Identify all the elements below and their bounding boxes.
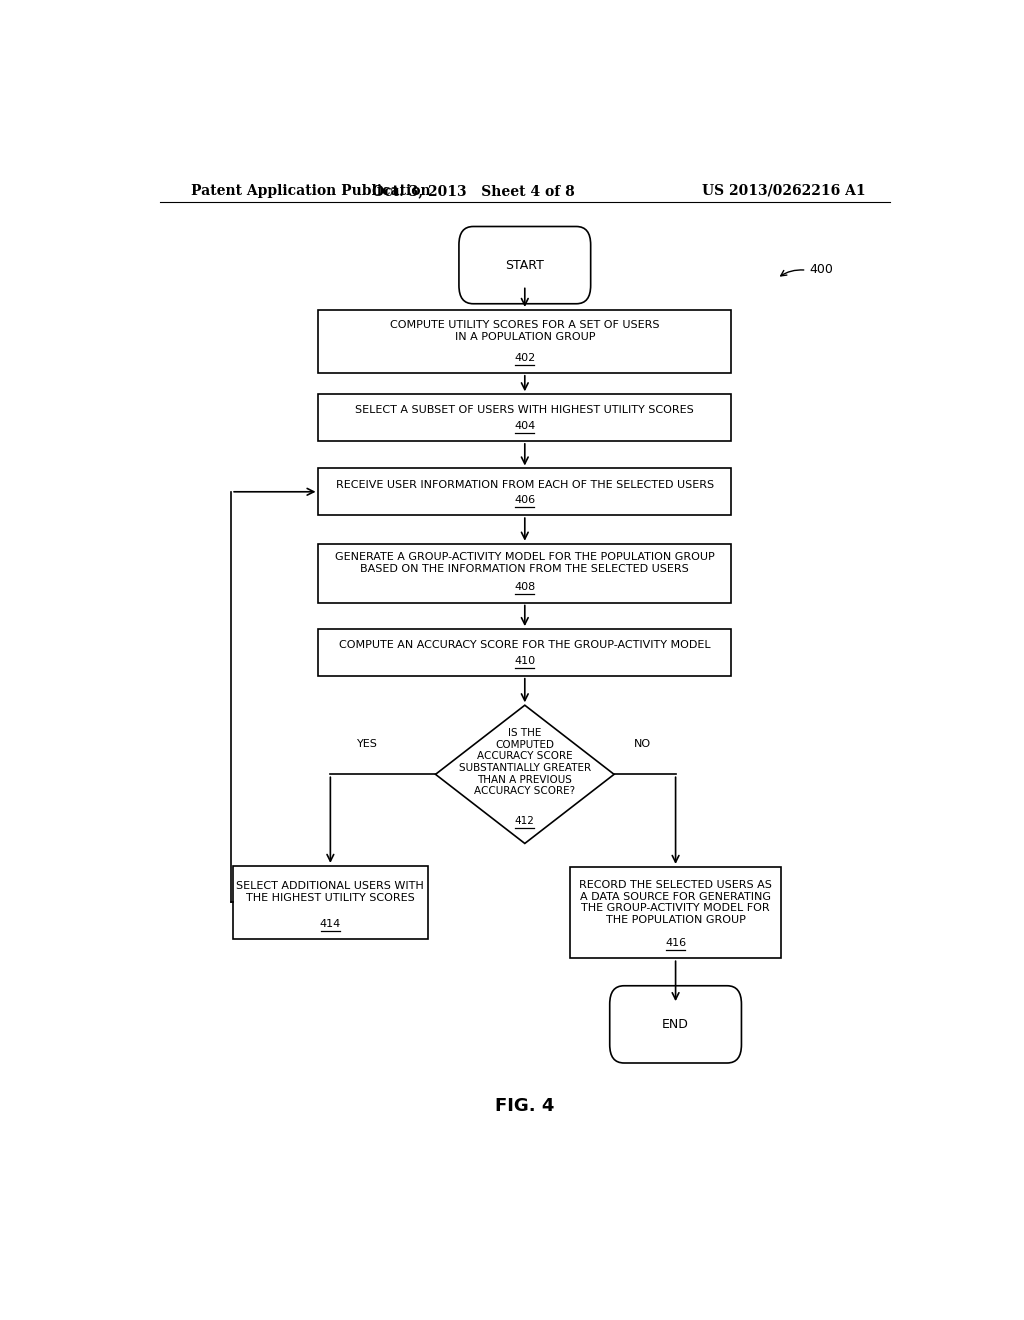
Text: 406: 406	[514, 495, 536, 506]
Text: FIG. 4: FIG. 4	[496, 1097, 554, 1114]
Text: YES: YES	[357, 739, 378, 748]
Text: 404: 404	[514, 421, 536, 430]
Text: RECORD THE SELECTED USERS AS
A DATA SOURCE FOR GENERATING
THE GROUP-ACTIVITY MOD: RECORD THE SELECTED USERS AS A DATA SOUR…	[580, 880, 772, 925]
FancyBboxPatch shape	[318, 469, 731, 515]
Text: Patent Application Publication: Patent Application Publication	[191, 183, 431, 198]
FancyBboxPatch shape	[318, 310, 731, 372]
Text: START: START	[506, 259, 544, 272]
FancyBboxPatch shape	[318, 395, 731, 441]
FancyBboxPatch shape	[609, 986, 741, 1063]
Text: COMPUTE UTILITY SCORES FOR A SET OF USERS
IN A POPULATION GROUP: COMPUTE UTILITY SCORES FOR A SET OF USER…	[390, 321, 659, 342]
Text: GENERATE A GROUP-ACTIVITY MODEL FOR THE POPULATION GROUP
BASED ON THE INFORMATIO: GENERATE A GROUP-ACTIVITY MODEL FOR THE …	[335, 552, 715, 574]
FancyBboxPatch shape	[318, 544, 731, 602]
Text: END: END	[663, 1018, 689, 1031]
Text: SELECT A SUBSET OF USERS WITH HIGHEST UTILITY SCORES: SELECT A SUBSET OF USERS WITH HIGHEST UT…	[355, 405, 694, 416]
FancyBboxPatch shape	[318, 630, 731, 676]
Text: SELECT ADDITIONAL USERS WITH
THE HIGHEST UTILITY SCORES: SELECT ADDITIONAL USERS WITH THE HIGHEST…	[237, 882, 424, 903]
Text: 402: 402	[514, 352, 536, 363]
Text: 412: 412	[515, 816, 535, 826]
Text: 416: 416	[665, 939, 686, 948]
Text: COMPUTE AN ACCURACY SCORE FOR THE GROUP-ACTIVITY MODEL: COMPUTE AN ACCURACY SCORE FOR THE GROUP-…	[339, 640, 711, 651]
Text: NO: NO	[634, 739, 651, 748]
Text: 400: 400	[809, 263, 833, 276]
Text: Oct. 3, 2013   Sheet 4 of 8: Oct. 3, 2013 Sheet 4 of 8	[372, 183, 574, 198]
Text: IS THE
COMPUTED
ACCURACY SCORE
SUBSTANTIALLY GREATER
THAN A PREVIOUS
ACCURACY SC: IS THE COMPUTED ACCURACY SCORE SUBSTANTI…	[459, 729, 591, 796]
FancyBboxPatch shape	[570, 867, 780, 958]
FancyBboxPatch shape	[233, 866, 428, 939]
Text: 410: 410	[514, 656, 536, 665]
Text: RECEIVE USER INFORMATION FROM EACH OF THE SELECTED USERS: RECEIVE USER INFORMATION FROM EACH OF TH…	[336, 479, 714, 490]
Text: US 2013/0262216 A1: US 2013/0262216 A1	[702, 183, 866, 198]
Text: 414: 414	[319, 919, 341, 929]
Polygon shape	[435, 705, 614, 843]
Text: 408: 408	[514, 582, 536, 593]
FancyBboxPatch shape	[459, 227, 591, 304]
